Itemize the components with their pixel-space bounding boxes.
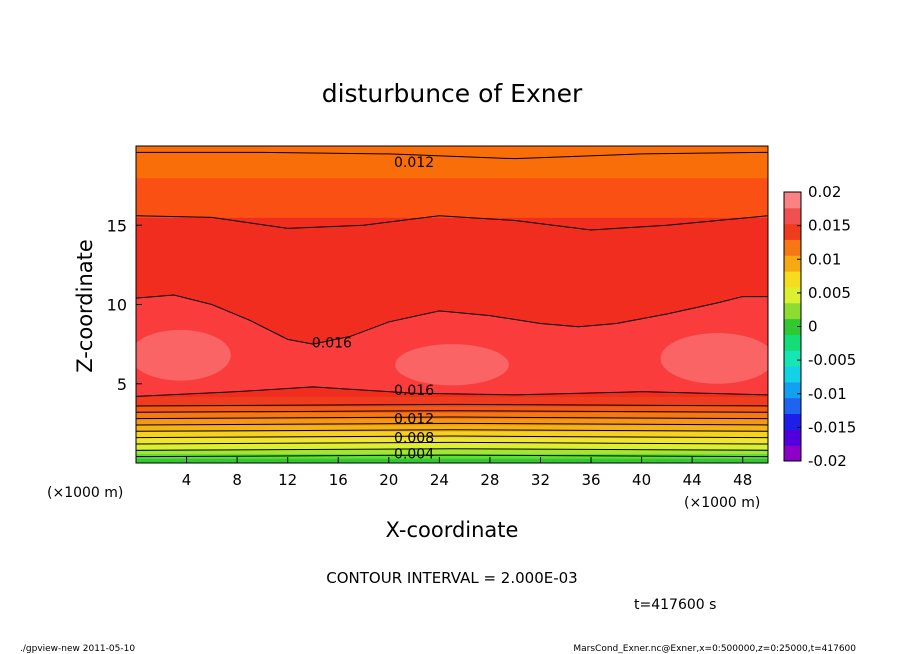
band-9 (136, 405, 768, 413)
x-tick-label-32: 32 (531, 471, 550, 489)
colorbar-segment-5 (784, 366, 801, 383)
contour-line-3 (136, 386, 768, 397)
colorbar: 0.02 0.015 0.01 0.005 0 -0.005 -0.01 -0.015 -0.0… (783, 183, 856, 470)
contour-line-6 (136, 441, 768, 445)
contour-label-1: 0.016 (312, 336, 352, 352)
x-tick-label-16: 16 (329, 471, 348, 489)
colorbar-segment-6 (784, 350, 801, 367)
contour-line-4 (136, 454, 768, 458)
colorbar-segment-4 (784, 381, 801, 399)
band-4 (136, 437, 768, 445)
colorbar-tick-label-1: 0.015 (808, 217, 851, 235)
inner-lobe-2 (660, 333, 768, 384)
colorbar-segment-15 (784, 207, 801, 225)
y-unit-label: (×1000 m) (47, 485, 123, 501)
y-tick-label-15: 15 (107, 216, 127, 235)
contour-label-5: 0.004 (394, 446, 434, 462)
x-unit-label: (×1000 m) (684, 495, 760, 511)
colorbar-segment-10 (784, 286, 801, 304)
colorbar-segment-2 (784, 413, 801, 430)
colorbar-segment-11 (784, 271, 801, 288)
contour-line-0 (136, 151, 768, 160)
band-13 (136, 146, 768, 179)
inner-lobe-1 (395, 344, 509, 386)
x-tick-label-48: 48 (733, 471, 752, 489)
y-axis-label: Z-coordinate (73, 239, 97, 373)
colorbar-segment-14 (784, 223, 801, 240)
colorbar-segment-7 (784, 334, 801, 351)
colorbar-tick-label-2: 0.01 (808, 250, 841, 268)
footer-left: ./gpview-new 2011-05-10 (20, 644, 135, 654)
contour-label-4: 0.008 (394, 431, 434, 447)
inner-lobe-0 (136, 329, 231, 381)
band-3 (136, 443, 768, 450)
band-0 (136, 458, 768, 463)
x-tick-label-40: 40 (632, 471, 651, 489)
contour-line-2 (136, 294, 768, 345)
band-2 (136, 448, 768, 454)
colorbar-tick-label-7: -0.015 (808, 418, 856, 436)
contour-label-0: 0.012 (394, 155, 434, 171)
chart-title: disturbunce of Exner (322, 79, 583, 108)
x-tick-label-36: 36 (581, 471, 600, 489)
contour-line-12 (136, 403, 768, 407)
time-text: t=417600 s (634, 597, 716, 613)
colorbar-segment-0 (784, 445, 801, 462)
band-10 (136, 396, 768, 407)
contour-line-5 (136, 448, 768, 451)
band-1 (136, 453, 768, 459)
band-7 (136, 418, 768, 426)
contour-line-8 (136, 429, 768, 432)
colorbar-segment-9 (784, 302, 801, 320)
band-8 (136, 412, 768, 420)
colorbar-segment-1 (784, 429, 801, 446)
band-12 (136, 177, 768, 218)
y-tick-label-10: 10 (107, 296, 127, 315)
colorbar-tick-label-0: 0.02 (808, 183, 841, 201)
x-tick-label-24: 24 (430, 471, 449, 489)
contour-line-7 (136, 435, 768, 439)
colorbar-segment-12 (784, 255, 801, 272)
band-6 (136, 424, 768, 432)
footer-right: MarsCond_Exner.nc@Exner,x=0:500000,z=0:2… (573, 644, 856, 654)
colorbar-tick-label-3: 0.005 (808, 284, 851, 302)
contour-line-11 (136, 410, 768, 413)
colorbar-segment-13 (784, 239, 801, 256)
x-tick-label-12: 12 (278, 471, 297, 489)
colorbar-segment-8 (784, 318, 801, 335)
colorbar-segment-3 (784, 397, 801, 415)
x-axis-label: X-coordinate (386, 518, 519, 542)
colorbar-tick-label-5: -0.005 (808, 351, 856, 369)
colorbar-tick-label-4: 0 (808, 318, 818, 336)
x-tick-label-28: 28 (480, 471, 499, 489)
x-tick-label-4: 4 (182, 471, 192, 489)
contour-label-2: 0.016 (394, 383, 434, 399)
contour-line-9 (136, 422, 768, 426)
x-tick-label-8: 8 (232, 471, 242, 489)
contour-line-10 (136, 416, 768, 420)
colorbar-segment-16 (784, 192, 801, 209)
x-tick-label-20: 20 (379, 471, 398, 489)
x-tick-label-44: 44 (683, 471, 702, 489)
colorbar-tick-label-6: -0.01 (808, 385, 847, 403)
contour-label-3: 0.012 (394, 412, 434, 428)
band-5 (136, 431, 768, 439)
contour-interval-text: CONTOUR INTERVAL = 2.000E-03 (326, 569, 577, 587)
y-tick-label-5: 5 (117, 375, 127, 394)
contour-line-1 (136, 215, 768, 231)
colorbar-tick-label-8: -0.02 (808, 452, 847, 470)
